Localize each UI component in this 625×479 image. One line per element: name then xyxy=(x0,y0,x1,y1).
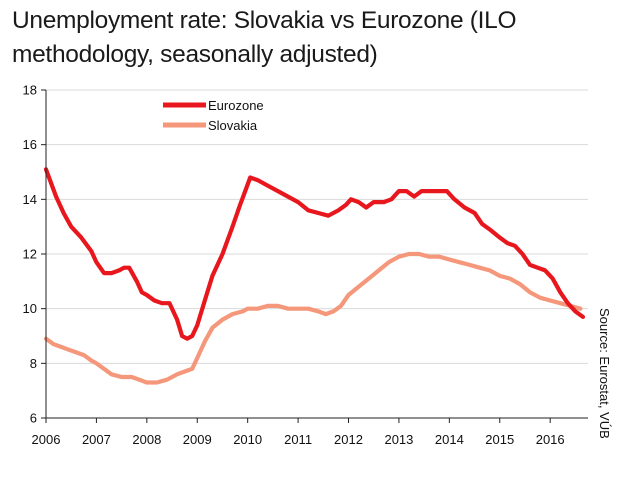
y-tick-label: 14 xyxy=(23,192,37,207)
x-tick-label: 2007 xyxy=(82,432,111,447)
legend: Eurozone Slovakia xyxy=(163,98,264,133)
series-line-eurozone xyxy=(43,167,586,341)
y-tick-label: 6 xyxy=(30,411,37,426)
legend-label-slovakia: Slovakia xyxy=(208,118,258,133)
series-layer xyxy=(43,167,586,385)
y-tick-label: 16 xyxy=(23,137,37,152)
x-tick-label: 2010 xyxy=(233,432,262,447)
chart-title: Unemployment rate: Slovakia vs Eurozone … xyxy=(12,7,517,68)
gridlines xyxy=(46,89,588,364)
source-note: Source: Eurostat, VÚB xyxy=(597,308,612,439)
x-tick-label: 2006 xyxy=(32,432,61,447)
y-tick-label: 18 xyxy=(23,83,37,98)
series-line-slovakia xyxy=(43,251,583,385)
x-tick-label: 2014 xyxy=(435,432,464,447)
x-tick-label: 2016 xyxy=(536,432,565,447)
x-tick-label: 2013 xyxy=(384,432,413,447)
axes: 6 8 10 12 14 16 18 2006 2007 2008 2009 2010 2011 2012… xyxy=(23,83,588,447)
x-tick-label: 2011 xyxy=(284,432,312,447)
legend-label-eurozone: Eurozone xyxy=(208,98,264,113)
y-tick-label: 10 xyxy=(23,301,37,316)
y-tick-label: 12 xyxy=(23,247,37,262)
x-tick-label: 2009 xyxy=(183,432,212,447)
y-tick-label: 8 xyxy=(30,356,37,371)
x-tick-label: 2012 xyxy=(334,432,363,447)
x-tick-label: 2008 xyxy=(132,432,161,447)
x-tick-label: 2015 xyxy=(485,432,514,447)
